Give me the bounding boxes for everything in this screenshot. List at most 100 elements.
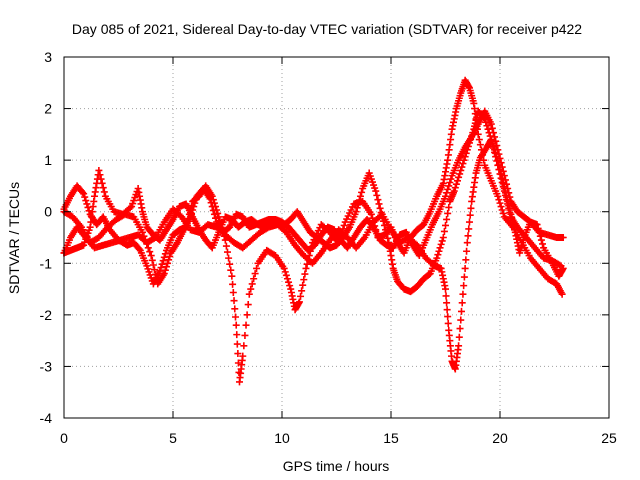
data-point [440,227,448,235]
data-point [146,248,154,256]
data-point [138,228,146,236]
data-point [207,199,215,207]
y-tick-label: -4 [40,410,53,426]
data-point [476,141,484,149]
data-point [500,172,508,180]
data-point [455,333,463,341]
y-tick-label: 3 [44,49,52,65]
data-point [186,213,194,221]
data-point [206,195,214,203]
data-point [210,210,218,218]
data-point [442,292,450,300]
data-point [144,244,152,252]
data-point [445,203,453,211]
data-point [239,352,247,360]
data-point [143,240,151,248]
data-point [436,244,444,252]
data-point [242,321,250,329]
data-point [161,266,169,274]
y-axis-label: SDTVAR / TECUs [6,182,22,294]
data-point [501,176,509,184]
data-point [250,275,258,283]
data-point [455,342,463,350]
data-point [465,218,473,226]
data-point [282,271,290,279]
data-point [281,268,289,276]
x-tick-labels: 0 5 10 15 20 25 [60,430,617,446]
data-point [141,236,149,244]
data-point [95,166,103,174]
data-point [457,316,465,324]
data-point [229,289,237,297]
data-point [442,221,449,229]
data-point [100,188,108,196]
data-point [354,200,362,208]
data-point [225,254,233,262]
plot-border [63,56,610,419]
data-point [286,282,294,290]
data-point [489,129,497,137]
data-point [506,193,514,201]
data-point [434,251,442,259]
data-point [463,239,471,247]
data-point [156,267,164,275]
data-point [233,331,241,339]
data-point [539,240,547,248]
data-point [484,125,492,133]
data-point [99,184,107,192]
data-point [214,209,222,217]
data-point [498,163,506,171]
data-point [231,313,239,321]
data-point [228,272,236,280]
data-point [244,301,252,309]
data-point [245,290,253,298]
data-point [243,311,251,319]
y-tick-label: 1 [44,152,52,168]
data-point [300,276,308,284]
data-point [464,232,472,240]
data-point [458,299,466,307]
data-point [149,261,157,269]
data-point [384,234,392,242]
data-point [489,142,497,150]
data-point [79,188,87,196]
y-tick-label: -1 [40,255,53,271]
y-tick-label: -2 [40,307,53,323]
data-point [190,203,198,211]
data-point [444,313,452,321]
x-axis-label: GPS time / hours [283,458,390,474]
data-point [295,298,303,306]
data-point [494,192,502,200]
data-point [84,203,92,211]
data-point [166,252,174,260]
x-tick-label: 25 [601,430,617,446]
data-point [444,185,452,193]
data-point [442,285,449,293]
data-point [189,206,197,214]
data-point [438,237,446,245]
data-point [446,178,454,186]
data-point [505,189,513,197]
data-point [493,142,501,150]
data-point [458,163,466,171]
data-point [82,197,90,205]
data-point [126,204,134,212]
data-point [285,278,293,286]
data-point [452,180,460,188]
data-point [97,175,105,183]
data-point [457,307,465,315]
data-point [461,264,469,272]
data-point [80,190,88,198]
data-point [229,280,237,288]
data-point [506,206,514,214]
x-tick-label: 20 [492,430,508,446]
data-point [283,275,291,283]
series-track-4 [60,107,567,288]
data-point [299,281,307,289]
data-point [459,160,467,168]
axis-ticks [63,56,610,419]
series-track-2 [60,107,565,296]
data-point [161,250,169,258]
data-point [444,209,452,217]
data-point [443,306,451,314]
